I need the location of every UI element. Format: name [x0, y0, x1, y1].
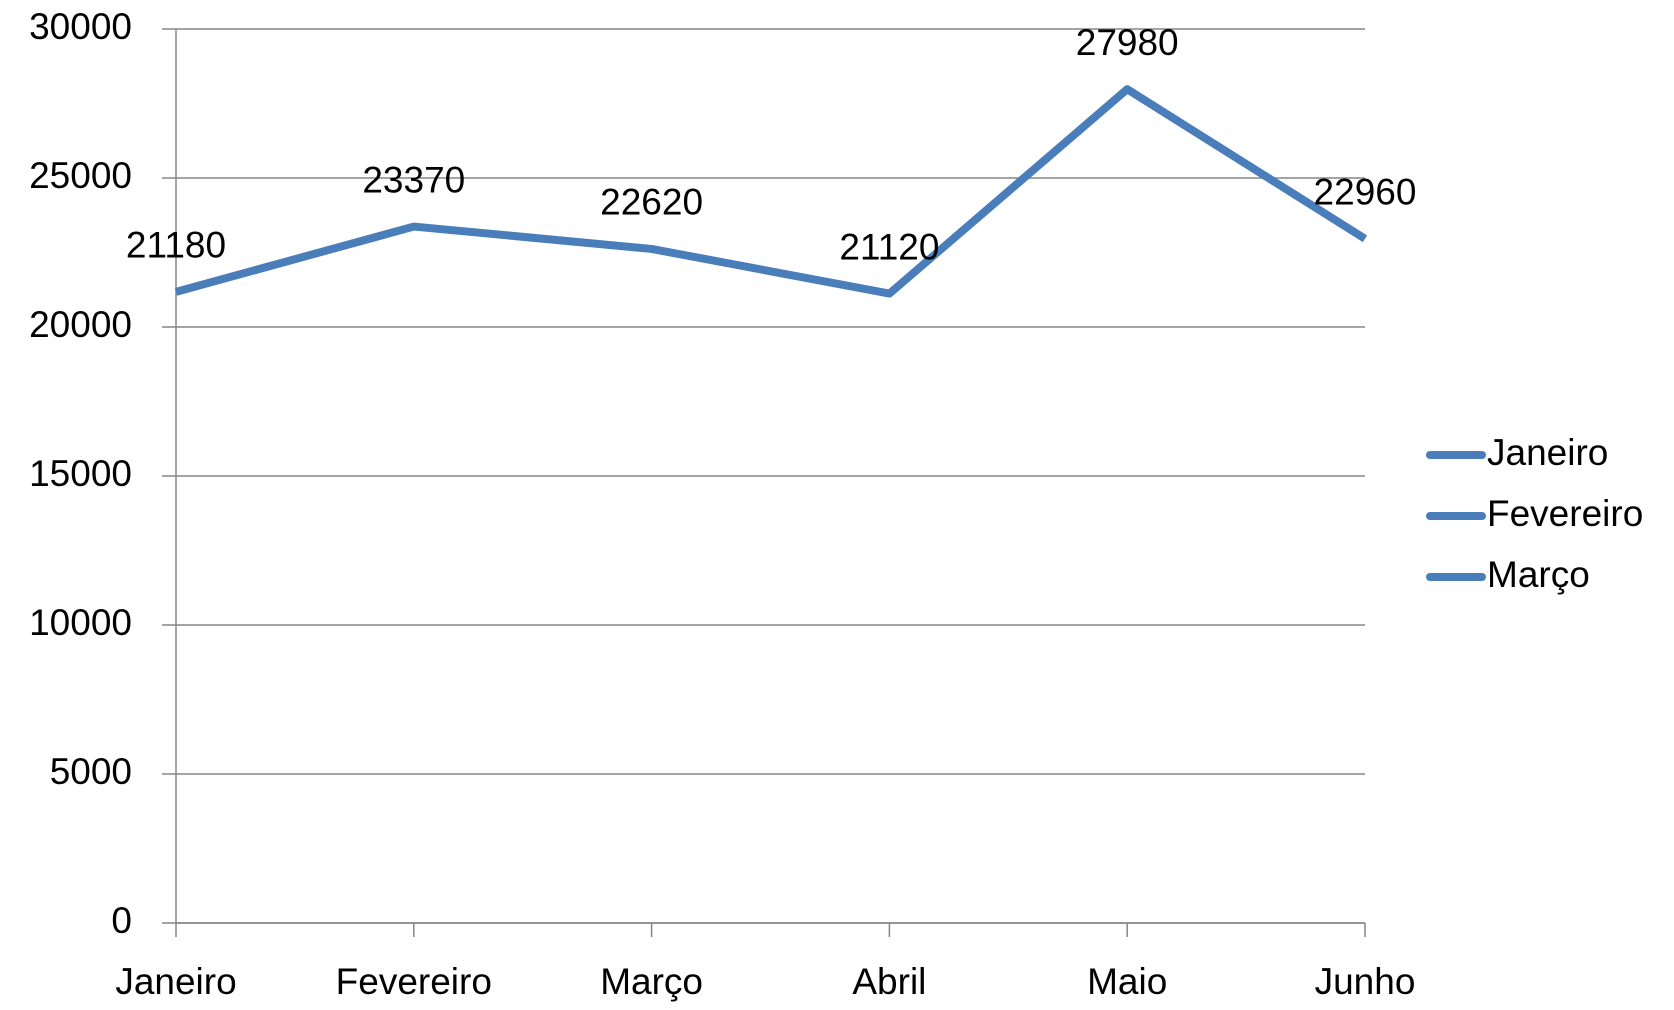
legend-label: Fevereiro: [1487, 493, 1643, 534]
data-label: 23370: [362, 159, 465, 200]
data-label: 27980: [1076, 22, 1179, 63]
x-tick-label: Março: [600, 961, 703, 1002]
y-tick-label: 15000: [29, 453, 132, 494]
legend-label: Março: [1487, 554, 1590, 595]
y-tick-label: 0: [111, 900, 132, 941]
x-tick-label: Junho: [1315, 961, 1416, 1002]
data-label: 22960: [1314, 172, 1417, 213]
y-tick-label: 20000: [29, 304, 132, 345]
legend-label: Janeiro: [1487, 432, 1608, 473]
x-tick-label: Maio: [1087, 961, 1167, 1002]
data-label: 21180: [126, 225, 226, 266]
x-tick-label: Fevereiro: [336, 961, 492, 1002]
y-tick-label: 25000: [29, 155, 132, 196]
x-tick-label: Abril: [852, 961, 926, 1002]
y-tick-label: 10000: [29, 602, 132, 643]
data-label: 22620: [600, 182, 703, 223]
y-tick-label: 5000: [50, 751, 132, 792]
line: [174, 85, 1368, 298]
data-label: 21120: [839, 226, 939, 267]
y-tick-label: 30000: [29, 6, 132, 47]
x-tick-label: Janeiro: [115, 961, 236, 1002]
